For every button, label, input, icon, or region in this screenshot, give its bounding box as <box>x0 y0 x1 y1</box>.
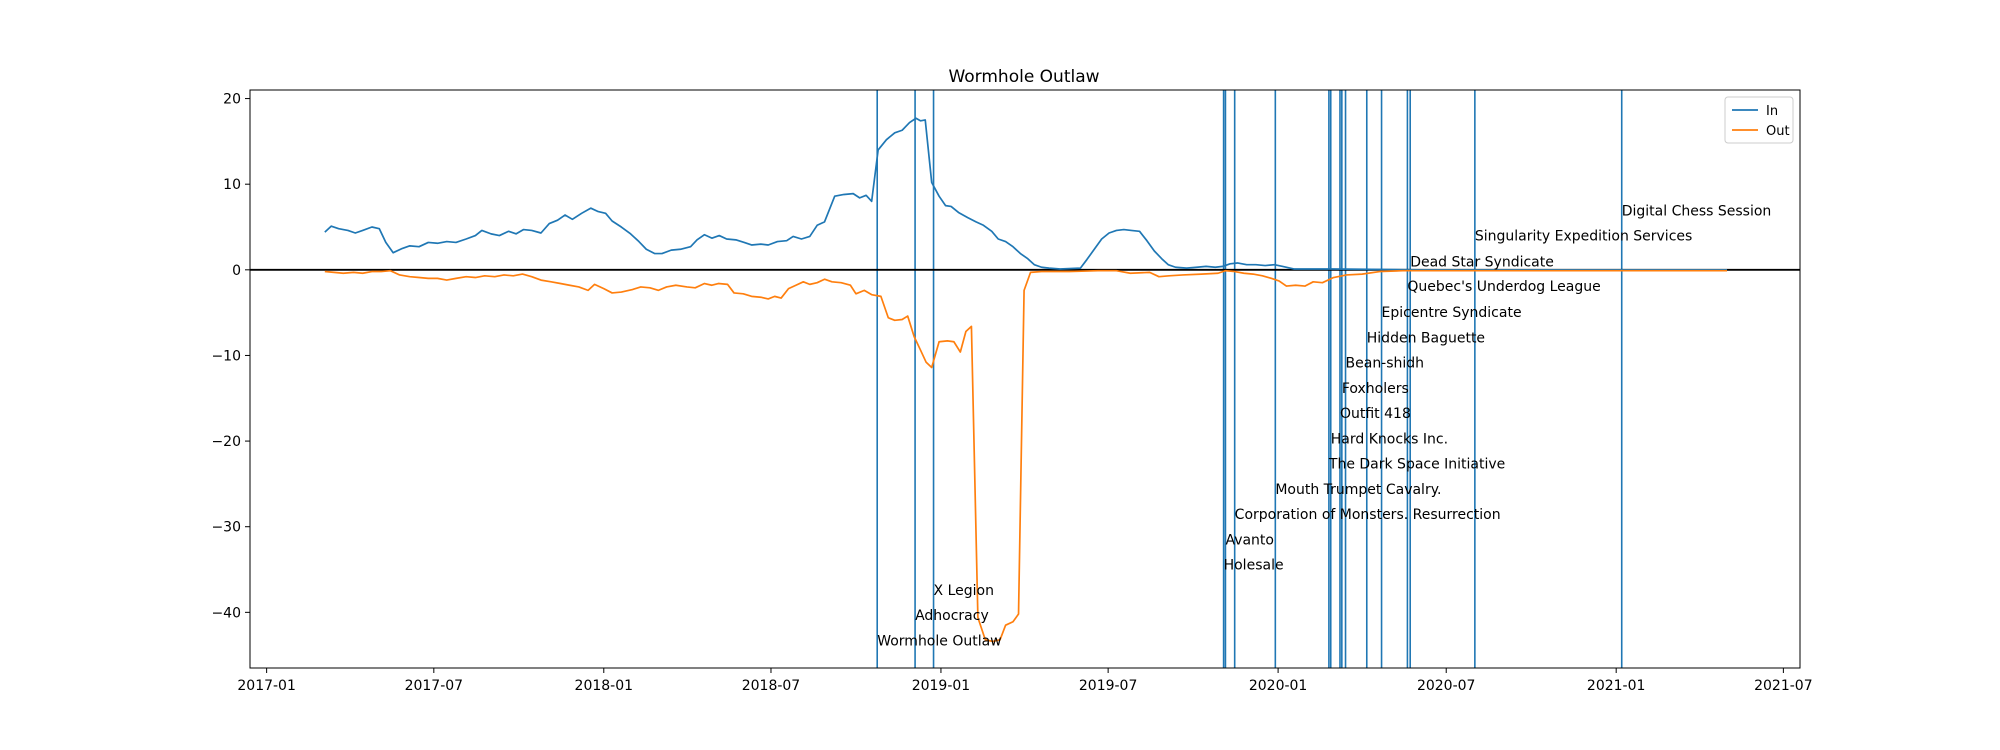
event-label: Outfit 418 <box>1340 406 1411 422</box>
x-tick-label: 2020-01 <box>1249 678 1308 694</box>
event-label: Wormhole Outlaw <box>877 634 1001 650</box>
event-label: X Legion <box>934 583 994 599</box>
plot-content <box>250 90 1800 668</box>
y-tick-label: −30 <box>211 520 241 536</box>
legend: In Out <box>1724 96 1794 144</box>
y-tick-label: 10 <box>223 177 241 193</box>
event-label: Foxholers <box>1342 381 1409 397</box>
event-label: The Dark Space Initiative <box>1328 456 1505 472</box>
event-label: Dead Star Syndicate <box>1410 254 1554 270</box>
y-tick-label: −20 <box>211 434 241 450</box>
axes: 2017-01 2017-07 2018-01 2018-07 2019-01 2019-… <box>211 89 1813 694</box>
legend-box <box>1724 96 1794 144</box>
event-label: Adhocracy <box>915 608 989 624</box>
x-tick-label: 2018-01 <box>575 678 634 694</box>
legend-label-out: Out <box>1766 124 1790 139</box>
series-line-in <box>324 117 1728 271</box>
event-label: Digital Chess Session <box>1622 204 1772 220</box>
y-tick-label: 0 <box>232 263 241 279</box>
x-tick-label: 2020-07 <box>1417 678 1476 694</box>
event-label: Hard Knocks Inc. <box>1331 432 1448 448</box>
series-line-out <box>324 269 1728 643</box>
plot-frame <box>249 89 1801 669</box>
x-tick-label: 2021-01 <box>1587 678 1646 694</box>
event-label: Bean-shidh <box>1346 355 1425 371</box>
plot-area: Wormhole Outlaw Adhocracy X Legion Holesale… <box>250 90 1800 668</box>
event-label: Avanto <box>1225 533 1274 549</box>
x-tick-label: 2017-01 <box>237 678 296 694</box>
y-tick-label: −10 <box>211 348 241 364</box>
x-tick-label: 2019-01 <box>912 678 971 694</box>
event-label: Holesale <box>1224 557 1284 573</box>
y-tick-label: −40 <box>211 605 241 621</box>
event-label: Mouth Trumpet Cavalry. <box>1275 482 1441 498</box>
event-label: Quebec's Underdog League <box>1407 279 1600 295</box>
x-tick-label: 2019-07 <box>1079 678 1138 694</box>
chart-title: Wormhole Outlaw <box>948 67 1099 87</box>
x-tick-label: 2018-07 <box>742 678 801 694</box>
event-label: Singularity Expedition Services <box>1475 229 1692 245</box>
x-tick-label: 2021-07 <box>1754 678 1813 694</box>
event-label: Epicentre Syndicate <box>1382 305 1522 321</box>
event-label: Corporation of Monsters. Resurrection <box>1235 507 1501 523</box>
event-label: Hidden Baguette <box>1367 330 1485 346</box>
y-tick-label: 20 <box>223 92 241 108</box>
x-tick-label: 2017-07 <box>405 678 464 694</box>
legend-label-in: In <box>1766 104 1778 119</box>
